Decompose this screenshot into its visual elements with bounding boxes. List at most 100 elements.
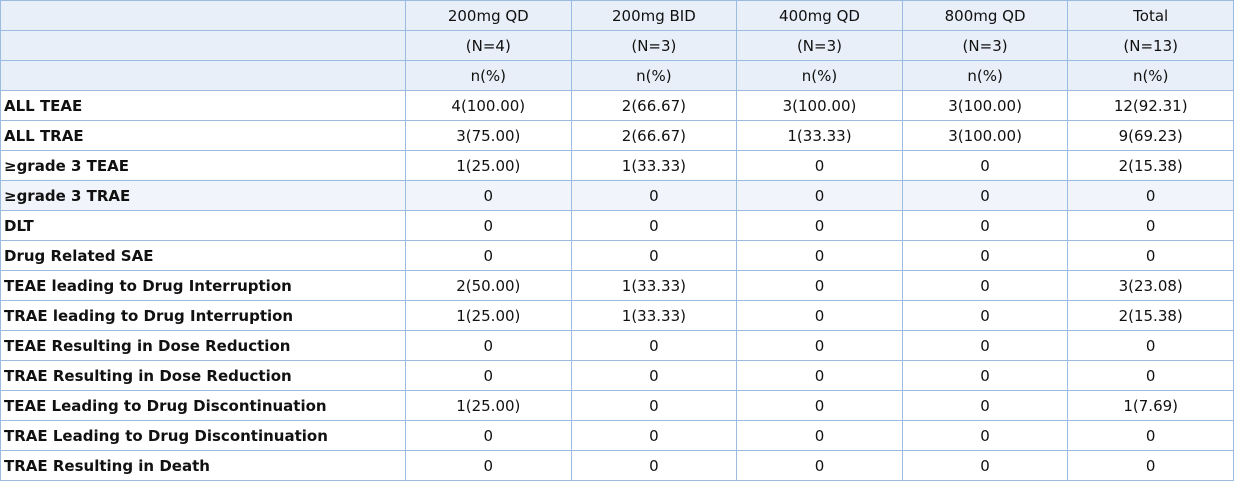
value-cell: 0	[570, 360, 738, 391]
header-cell: 800mg QD	[901, 0, 1069, 31]
header-cell: n(%)	[570, 60, 738, 91]
value-cell: 2(15.38)	[1067, 150, 1234, 181]
header-row: 200mg QD 200mg BID 400mg QD 800mg QD Total	[0, 0, 1234, 31]
row-label: TRAE Leading to Drug Discontinuation	[0, 420, 406, 451]
value-cell: 9(69.23)	[1067, 120, 1234, 151]
value-cell: 0	[405, 180, 572, 211]
row-label: DLT	[0, 210, 406, 241]
corner-cell	[0, 30, 406, 61]
data-row: ≥grade 3 TRAE 0 0 0 0 0	[0, 180, 1234, 211]
value-cell: 1(25.00)	[405, 150, 572, 181]
row-label: ≥grade 3 TEAE	[0, 150, 406, 181]
value-cell: 0	[901, 360, 1069, 391]
value-cell: 0	[736, 240, 903, 271]
header-cell: (N=13)	[1067, 30, 1234, 61]
adverse-event-table: 200mg QD 200mg BID 400mg QD 800mg QD Total (N…	[0, 0, 1234, 481]
value-cell: 0	[1067, 450, 1234, 481]
value-cell: 0	[736, 450, 903, 481]
value-cell: 0	[901, 450, 1069, 481]
value-cell: 0	[901, 180, 1069, 211]
data-row: ALL TEAE 4(100.00) 2(66.67) 3(100.00) 3(100.…	[0, 90, 1234, 121]
value-cell: 1(25.00)	[405, 390, 572, 421]
corner-cell	[0, 60, 406, 91]
header-cell: n(%)	[405, 60, 572, 91]
value-cell: 2(50.00)	[405, 270, 572, 301]
value-cell: 4(100.00)	[405, 90, 572, 121]
value-cell: 0	[1067, 210, 1234, 241]
value-cell: 0	[570, 390, 738, 421]
data-row: DLT 0 0 0 0 0	[0, 210, 1234, 241]
value-cell: 1(25.00)	[405, 300, 572, 331]
header-cell: (N=4)	[405, 30, 572, 61]
value-cell: 0	[1067, 360, 1234, 391]
row-label: ALL TEAE	[0, 90, 406, 121]
row-label: TRAE Resulting in Death	[0, 450, 406, 481]
corner-cell	[0, 0, 406, 31]
row-label: TEAE leading to Drug Interruption	[0, 270, 406, 301]
data-row: Drug Related SAE 0 0 0 0 0	[0, 240, 1234, 271]
header-row: (N=4) (N=3) (N=3) (N=3) (N=13)	[0, 30, 1234, 61]
value-cell: 12(92.31)	[1067, 90, 1234, 121]
value-cell: 0	[736, 300, 903, 331]
value-cell: 0	[901, 390, 1069, 421]
value-cell: 2(66.67)	[570, 90, 738, 121]
data-row: TRAE leading to Drug Interruption 1(25.00…	[0, 300, 1234, 331]
row-label: ALL TRAE	[0, 120, 406, 151]
value-cell: 0	[901, 240, 1069, 271]
value-cell: 0	[1067, 180, 1234, 211]
value-cell: 3(100.00)	[736, 90, 903, 121]
value-cell: 0	[570, 240, 738, 271]
value-cell: 0	[901, 330, 1069, 361]
data-row: TEAE leading to Drug Interruption 2(50.00…	[0, 270, 1234, 301]
header-cell: Total	[1067, 0, 1234, 31]
value-cell: 0	[1067, 330, 1234, 361]
value-cell: 0	[405, 420, 572, 451]
data-row: TEAE Resulting in Dose Reduction 0 0 0 0 0	[0, 330, 1234, 361]
row-label: TEAE Resulting in Dose Reduction	[0, 330, 406, 361]
header-cell: n(%)	[736, 60, 903, 91]
value-cell: 3(23.08)	[1067, 270, 1234, 301]
value-cell: 0	[570, 180, 738, 211]
header-cell: 400mg QD	[736, 0, 903, 31]
header-cell: n(%)	[901, 60, 1069, 91]
value-cell: 1(33.33)	[570, 300, 738, 331]
value-cell: 0	[570, 450, 738, 481]
value-cell: 3(75.00)	[405, 120, 572, 151]
data-row: ≥grade 3 TEAE 1(25.00) 1(33.33) 0 0 2(15.38)	[0, 150, 1234, 181]
data-row: TRAE Resulting in Dose Reduction 0 0 0 0 0	[0, 360, 1234, 391]
value-cell: 0	[405, 330, 572, 361]
header-cell: 200mg QD	[405, 0, 572, 31]
value-cell: 0	[901, 300, 1069, 331]
value-cell: 2(66.67)	[570, 120, 738, 151]
value-cell: 0	[901, 420, 1069, 451]
data-row: TRAE Resulting in Death 0 0 0 0 0	[0, 450, 1234, 481]
value-cell: 1(33.33)	[570, 150, 738, 181]
value-cell: 0	[736, 420, 903, 451]
value-cell: 0	[736, 330, 903, 361]
value-cell: 0	[405, 240, 572, 271]
value-cell: 0	[736, 390, 903, 421]
data-row: ALL TRAE 3(75.00) 2(66.67) 1(33.33) 3(100.00…	[0, 120, 1234, 151]
value-cell: 0	[405, 210, 572, 241]
data-row: TRAE Leading to Drug Discontinuation 0 0 0 0…	[0, 420, 1234, 451]
value-cell: 0	[901, 210, 1069, 241]
value-cell: 0	[736, 360, 903, 391]
value-cell: 1(33.33)	[736, 120, 903, 151]
value-cell: 1(7.69)	[1067, 390, 1234, 421]
header-cell: (N=3)	[901, 30, 1069, 61]
header-row: n(%) n(%) n(%) n(%) n(%)	[0, 60, 1234, 91]
row-label: TRAE Resulting in Dose Reduction	[0, 360, 406, 391]
value-cell: 3(100.00)	[901, 120, 1069, 151]
row-label: Drug Related SAE	[0, 240, 406, 271]
value-cell: 2(15.38)	[1067, 300, 1234, 331]
row-label: TEAE Leading to Drug Discontinuation	[0, 390, 406, 421]
value-cell: 0	[1067, 420, 1234, 451]
header-cell: (N=3)	[736, 30, 903, 61]
value-cell: 0	[570, 420, 738, 451]
data-row: TEAE Leading to Drug Discontinuation 1(25…	[0, 390, 1234, 421]
value-cell: 0	[736, 210, 903, 241]
header-cell: n(%)	[1067, 60, 1234, 91]
value-cell: 0	[405, 360, 572, 391]
value-cell: 0	[405, 450, 572, 481]
